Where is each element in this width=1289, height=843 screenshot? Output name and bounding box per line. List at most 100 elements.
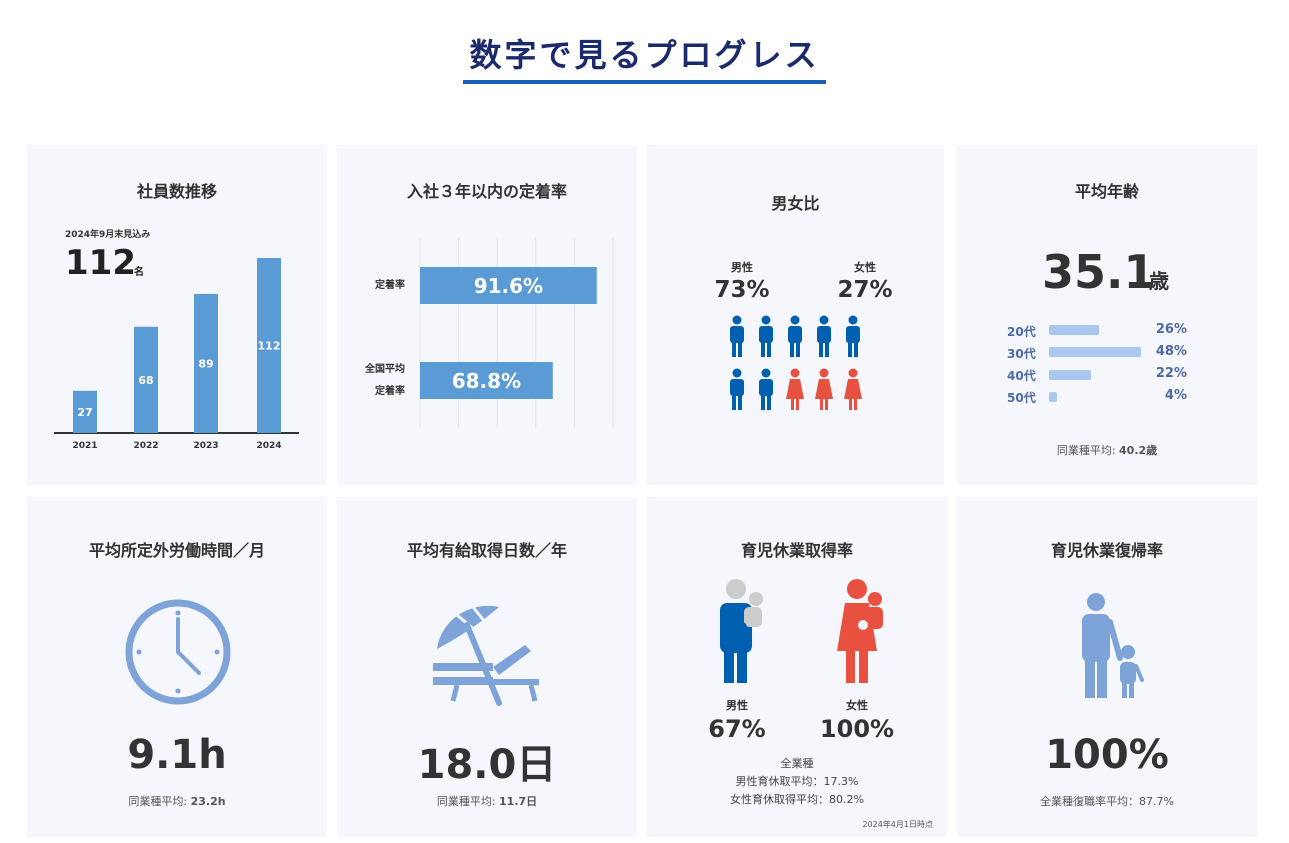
age-row-40-value: 22%: [1155, 366, 1187, 381]
age-row-50-value: 4%: [1164, 388, 1187, 403]
overtime-card: 平均所定外労働時間／月 9.1h 同業種平均: 23.2h: [27, 497, 327, 837]
male-person-icon: [730, 315, 744, 357]
return-rate-footnote: 全業種復職率平均：87.7%: [1040, 795, 1174, 808]
bar-2022: [134, 326, 158, 433]
age-row-30-label: 30代: [1007, 347, 1036, 361]
retention-bar-2: [420, 362, 553, 399]
father-child-icon: [720, 579, 763, 683]
paid-leave-footnote-label: 同業種平均:: [436, 795, 500, 808]
person-dress: [786, 379, 804, 399]
person-leg: [820, 399, 823, 410]
gender-female-label: 女性: [854, 261, 876, 274]
person-leg: [825, 342, 829, 357]
average-age-footnote-label: 同業種平均:: [1056, 444, 1120, 457]
gender-ratio-title: 男女比: [771, 194, 820, 213]
overtime-footnote-value: 23.2h: [190, 795, 226, 808]
retention-bar-chart: 91.6% 68.8%: [419, 238, 614, 428]
retention-bar-1: [420, 267, 597, 304]
person-leg: [767, 342, 771, 357]
paid-leave-footnote-value: 11.7日: [499, 795, 538, 808]
page-title-text: 数字で見るプログレス: [463, 30, 826, 84]
gender-female-value: 27%: [837, 277, 893, 303]
person-leg: [854, 342, 858, 357]
employee-count-title: 社員数推移: [136, 182, 217, 201]
person-head: [761, 315, 771, 325]
gender-ratio-card: 男女比 男性 73% 女性 27%: [647, 145, 944, 485]
bar-value-label: 89: [198, 357, 213, 370]
person-dress: [815, 379, 833, 399]
person-body: [730, 326, 744, 343]
paid-leave-card: 平均有給取得日数／年 18.0日 同業種平均: 11.7日: [337, 497, 637, 837]
childcare-male-label: 男性: [726, 699, 748, 712]
x-tick-label: 2023: [193, 441, 218, 451]
overtime-title: 平均所定外労働時間／月: [88, 541, 265, 560]
person-leg: [732, 395, 736, 410]
person-leg: [796, 399, 799, 410]
paid-leave-title: 平均有給取得日数／年: [406, 541, 567, 560]
person-leg: [761, 342, 765, 357]
person-leg: [738, 395, 742, 410]
person-body: [730, 379, 744, 396]
person-leg: [761, 395, 765, 410]
person-head: [732, 368, 742, 378]
person-head: [819, 368, 829, 378]
average-age-title: 平均年齢: [1074, 182, 1139, 201]
childcare-female-average: 女性育休取得平均：80.2%: [730, 793, 864, 806]
bar-2023: [194, 293, 218, 433]
male-person-icon: [759, 315, 773, 357]
x-tick-label: 2021: [72, 441, 97, 451]
childcare-male-value: 67%: [708, 715, 766, 743]
bar-value-label: 112: [258, 340, 281, 353]
employee-count-unit: 名: [134, 267, 144, 278]
clock-icon: [125, 599, 231, 705]
employee-bar-chart: 27 2021 68 2022 89 2023 112 2024: [54, 258, 299, 451]
bar-2021: [73, 390, 97, 433]
return-rate-value: 100%: [1045, 732, 1169, 778]
person-body: [759, 379, 773, 396]
overtime-footnote: 同業種平均: 23.2h: [27, 793, 327, 809]
x-tick-label: 2024: [256, 441, 281, 451]
age-row-40-bar: [1049, 370, 1092, 380]
age-row-20-bar: [1049, 325, 1099, 335]
retention-bar-value: 91.6%: [474, 274, 543, 298]
person-head: [790, 315, 800, 325]
average-age-card: 平均年齢 35.1 歳 20代 26% 30代 48% 40代 22% 50代 …: [957, 145, 1257, 485]
retention-row2-label-line1: 全国平均: [365, 364, 405, 375]
male-person-icon: [846, 315, 860, 357]
mother-child-icon: [837, 579, 883, 683]
person-leg: [848, 342, 852, 357]
paid-leave-value: 18.0日: [417, 742, 557, 788]
female-person-icon: [815, 368, 833, 410]
return-rate-card: 育児休業復帰率 100% 全業種復職率平均：87.7%: [957, 497, 1257, 837]
childcare-female-value: 100%: [819, 715, 895, 743]
person-leg: [819, 342, 823, 357]
age-row-30-bar: [1049, 347, 1141, 357]
person-head: [848, 315, 858, 325]
bar-value-label: 68: [138, 374, 153, 387]
gender-pictogram: [730, 315, 862, 410]
person-dress: [844, 379, 862, 399]
childcare-leave-card: 育児休業取得率 男性 67% 女性 100% 全業種 男性育休取平均：17.3%…: [647, 497, 947, 837]
average-age-value: 35.1: [1042, 245, 1156, 299]
male-person-icon: [817, 315, 831, 357]
person-head: [848, 368, 858, 378]
average-age-unit: 歳: [1149, 269, 1169, 293]
person-leg: [791, 399, 794, 410]
retention-bar-value: 68.8%: [452, 369, 521, 393]
person-body: [846, 326, 860, 343]
person-head: [761, 368, 771, 378]
person-leg: [732, 342, 736, 357]
employee-count-card: 社員数推移 2024年9月末見込み 112 名 27 2021 68 2022 89 20…: [27, 145, 327, 485]
bar-2024: [257, 258, 281, 433]
overtime-value: 9.1h: [127, 732, 227, 778]
average-age-footnote: 同業種平均: 40.2歳: [957, 442, 1257, 458]
age-row-20-label: 20代: [1007, 325, 1036, 339]
childcare-industry-label: 全業種: [780, 757, 814, 770]
retention-card: 入社３年以内の定着率 定着率 全国平均 定着率 91.6% 68.8%: [337, 145, 637, 485]
person-body: [759, 326, 773, 343]
person-body: [817, 326, 831, 343]
return-rate-title: 育児休業復帰率: [1050, 541, 1163, 560]
retention-row2-label-line2: 定着率: [375, 386, 405, 397]
employee-count-value: 112: [65, 243, 136, 283]
gender-male-label: 男性: [731, 261, 753, 274]
